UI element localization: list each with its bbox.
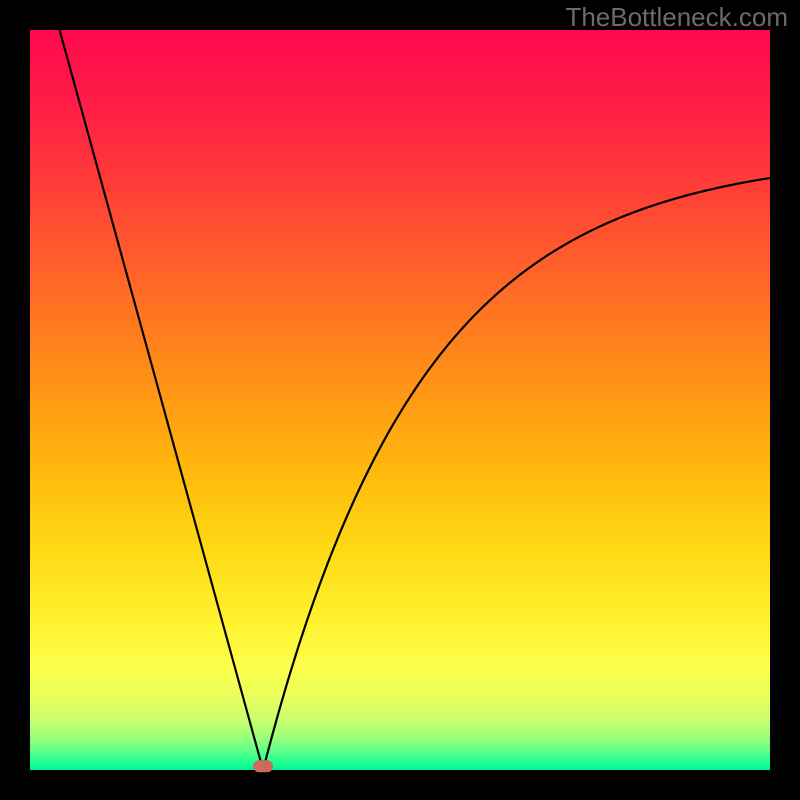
minimum-marker xyxy=(253,760,273,772)
chart-stage: TheBottleneck.com xyxy=(0,0,800,800)
watermark-text: TheBottleneck.com xyxy=(565,2,788,32)
plot-area xyxy=(30,30,770,770)
